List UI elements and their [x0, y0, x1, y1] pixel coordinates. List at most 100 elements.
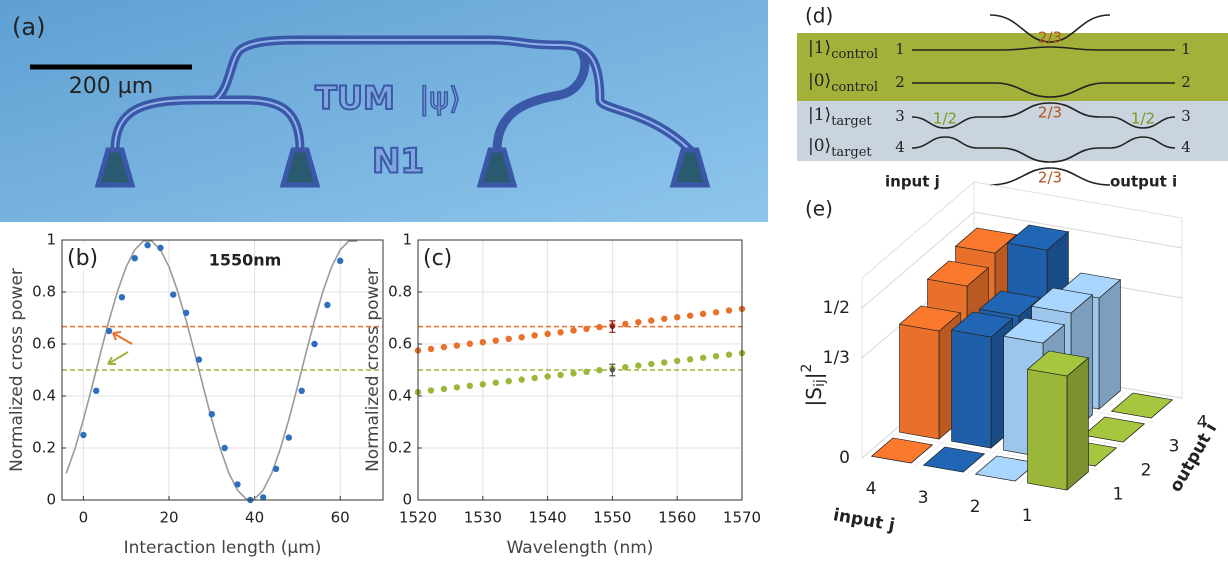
data-point	[531, 375, 537, 381]
port-out: 2	[1181, 73, 1191, 91]
bar-front	[952, 330, 992, 448]
coupler-ratio: 2/3	[1038, 169, 1062, 187]
y-tick-label: 0	[402, 491, 412, 509]
data-point	[80, 432, 86, 438]
input-tick-label: 3	[918, 488, 929, 508]
port-in: 2	[895, 73, 905, 91]
data-point	[518, 334, 524, 340]
z-tick-label: 1/2	[823, 298, 850, 318]
y-axis-label: Normalized cross power	[363, 268, 383, 472]
z-label-sub: ij	[812, 379, 828, 387]
output-tick-label: 3	[1169, 437, 1180, 457]
data-point	[674, 314, 680, 320]
data-point	[544, 331, 550, 337]
error-center	[610, 368, 615, 373]
y-tick-label: 1	[402, 231, 412, 249]
figure: (a) 200 µm TUM |ψ⟩ N1 (d) 2/3 2/3 2/3 1/…	[0, 0, 1228, 569]
x-axis-label: Wavelength (nm)	[507, 538, 654, 558]
data-point	[428, 346, 434, 352]
data-point	[196, 356, 202, 362]
data-point	[157, 245, 163, 251]
ket: |1⟩	[808, 38, 831, 58]
x-tick-label: 60	[331, 509, 350, 527]
coupler-ratio: 2/3	[1038, 104, 1062, 122]
z-axis-label: |Sij|2	[799, 364, 828, 407]
output-tick-label: 2	[1141, 461, 1152, 481]
data-point	[622, 364, 628, 370]
ket: |0⟩	[808, 136, 831, 156]
data-point	[557, 329, 563, 335]
annotation: 1550nm	[209, 251, 282, 270]
x-tick-label: 1540	[529, 509, 567, 527]
data-point	[648, 361, 654, 367]
data-point	[700, 355, 706, 361]
data-point	[119, 294, 125, 300]
data-point	[700, 311, 706, 317]
z-tick-label: 1/3	[823, 348, 850, 368]
data-point	[441, 386, 447, 392]
data-point	[557, 372, 563, 378]
panel-label: (a)	[12, 13, 45, 41]
data-point	[531, 332, 537, 338]
data-point	[493, 380, 499, 386]
output-tick-label: 1	[1113, 485, 1124, 505]
data-point	[337, 258, 343, 264]
y-tick-label: 0.2	[32, 439, 56, 457]
z-label-part: |	[802, 372, 826, 379]
scale-bar-label: 200 µm	[69, 74, 153, 99]
panel-label: (c)	[423, 246, 452, 271]
data-point	[583, 369, 589, 375]
data-point	[144, 242, 150, 248]
coupler-ratio: 2/3	[1038, 29, 1062, 47]
input-tick-label: 2	[970, 497, 981, 517]
x-tick-label: 1560	[658, 509, 696, 527]
bar-front	[900, 324, 940, 439]
data-point	[480, 381, 486, 387]
panel-a: (a) 200 µm TUM |ψ⟩ N1	[0, 0, 768, 222]
data-point	[713, 309, 719, 315]
data-point	[311, 341, 317, 347]
output-label: output i	[1110, 173, 1177, 191]
data-point	[661, 359, 667, 365]
port-in: 1	[895, 40, 905, 58]
data-point	[93, 388, 99, 394]
data-point	[221, 445, 227, 451]
x-tick-label: 0	[79, 509, 89, 527]
bar-side	[1099, 280, 1120, 409]
data-point	[726, 351, 732, 357]
y-tick-label: 0.6	[32, 335, 56, 353]
data-point	[183, 310, 189, 316]
data-point	[570, 370, 576, 376]
x-axis-label: Interaction length (μm)	[124, 538, 322, 558]
y-tick-label: 0.4	[388, 387, 412, 405]
x-tick-label: 1520	[399, 509, 437, 527]
y-tick-label: 1	[46, 231, 56, 249]
panel-label: (b)	[67, 246, 98, 271]
data-point	[298, 388, 304, 394]
data-point	[441, 344, 447, 350]
coupler-ratio: 1/2	[1131, 110, 1155, 128]
z-label-sup: 2	[799, 364, 815, 373]
data-point	[273, 466, 279, 472]
x-tick-label: 40	[245, 509, 264, 527]
y-tick-label: 0	[46, 491, 56, 509]
data-point	[467, 341, 473, 347]
data-point	[583, 326, 589, 332]
data-point	[324, 302, 330, 308]
port-in: 3	[895, 107, 905, 125]
ket-subscript: control	[831, 47, 878, 62]
chip-name: N1	[372, 142, 424, 182]
data-point	[480, 339, 486, 345]
data-point	[687, 312, 693, 318]
data-point	[454, 342, 460, 348]
input-label: input j	[885, 173, 940, 191]
x-tick-label: 1570	[723, 509, 761, 527]
data-point	[286, 434, 292, 440]
ket-subscript: target	[831, 145, 872, 160]
data-point	[635, 362, 641, 368]
data-point	[648, 317, 654, 323]
z-tick-label: 0	[839, 448, 850, 468]
data-point	[596, 367, 602, 373]
data-point	[106, 328, 112, 334]
data-point	[544, 373, 550, 379]
